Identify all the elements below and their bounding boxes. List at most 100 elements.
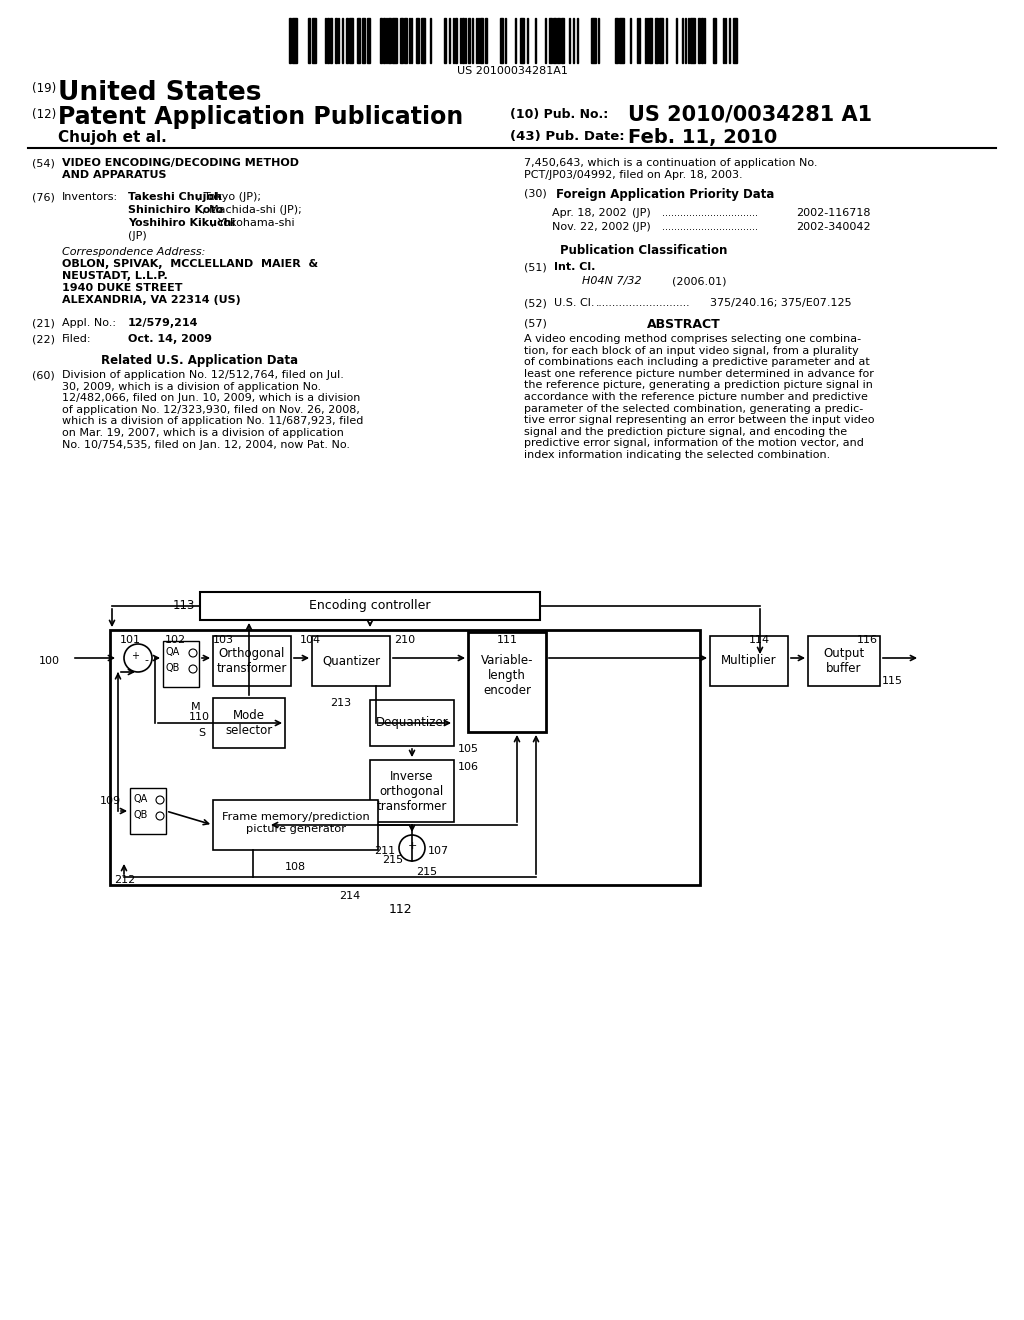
Bar <box>388 18 391 63</box>
Text: (43) Pub. Date:: (43) Pub. Date: <box>510 129 625 143</box>
Text: Nov. 22, 2002: Nov. 22, 2002 <box>552 222 630 232</box>
Text: S: S <box>198 729 205 738</box>
Text: 107: 107 <box>428 846 450 855</box>
Text: Publication Classification: Publication Classification <box>560 244 728 257</box>
Text: Division of application No. 12/512,764, filed on Jul.
30, 2009, which is a divis: Division of application No. 12/512,764, … <box>62 370 364 450</box>
Bar <box>312 18 316 63</box>
Text: (60): (60) <box>32 370 54 380</box>
Bar <box>468 18 470 63</box>
Bar <box>416 18 419 63</box>
Text: 101: 101 <box>120 635 141 645</box>
Bar <box>561 18 564 63</box>
Text: 104: 104 <box>300 635 322 645</box>
Bar <box>655 18 658 63</box>
Text: 103: 103 <box>213 635 234 645</box>
Bar <box>213 698 285 748</box>
Text: QB: QB <box>133 810 147 820</box>
Text: (76): (76) <box>32 191 55 202</box>
Text: ABSTRACT: ABSTRACT <box>647 318 721 331</box>
Text: H04N 7/32: H04N 7/32 <box>582 276 642 286</box>
Text: -: - <box>144 655 148 665</box>
Text: 12/579,214: 12/579,214 <box>128 318 199 327</box>
Bar <box>444 18 446 63</box>
Bar <box>327 18 329 63</box>
Text: +: + <box>408 841 417 851</box>
Text: Multiplier: Multiplier <box>721 653 777 667</box>
Text: QA: QA <box>133 795 147 804</box>
Bar <box>480 18 483 63</box>
Text: ............................: ............................ <box>596 298 690 308</box>
Text: (30): (30) <box>524 187 547 198</box>
Bar <box>698 18 700 63</box>
Text: Dequantizer: Dequantizer <box>376 715 449 729</box>
Text: 211: 211 <box>374 846 395 855</box>
Text: 102: 102 <box>165 635 186 645</box>
Bar <box>163 642 199 686</box>
Text: ................................: ................................ <box>662 209 758 218</box>
Bar <box>130 788 166 834</box>
Text: Related U.S. Application Data: Related U.S. Application Data <box>101 354 299 367</box>
Bar <box>200 591 540 620</box>
Bar <box>733 18 737 63</box>
Bar <box>367 18 370 63</box>
Text: 375/240.16; 375/E07.125: 375/240.16; 375/E07.125 <box>710 298 852 308</box>
Bar <box>701 18 703 63</box>
Text: Shinichiro Koto: Shinichiro Koto <box>128 205 223 215</box>
Bar <box>690 18 695 63</box>
Bar <box>557 18 560 63</box>
Text: M: M <box>191 702 201 711</box>
Text: 114: 114 <box>749 635 770 645</box>
Bar <box>380 18 382 63</box>
Bar <box>710 636 788 686</box>
Bar <box>520 18 524 63</box>
Text: U.S. Cl.: U.S. Cl. <box>554 298 595 308</box>
Bar <box>618 18 624 63</box>
Bar <box>421 18 425 63</box>
Text: 116: 116 <box>857 635 878 645</box>
Text: Yoshihiro Kikuchi: Yoshihiro Kikuchi <box>128 218 236 228</box>
Bar <box>462 18 464 63</box>
Text: 105: 105 <box>458 744 479 754</box>
Text: 100: 100 <box>39 656 60 667</box>
Text: (12): (12) <box>32 108 56 121</box>
Text: 110: 110 <box>189 711 210 722</box>
Text: 109: 109 <box>100 796 121 807</box>
Text: Filed:: Filed: <box>62 334 91 345</box>
Text: , Yokohama-shi: , Yokohama-shi <box>211 218 295 228</box>
Text: 2002-340042: 2002-340042 <box>796 222 870 232</box>
Bar <box>591 18 596 63</box>
Bar <box>455 18 457 63</box>
Bar <box>362 18 365 63</box>
Text: , Machida-shi (JP);: , Machida-shi (JP); <box>202 205 301 215</box>
Text: , Tokyo (JP);: , Tokyo (JP); <box>197 191 260 202</box>
Text: 215: 215 <box>382 855 403 865</box>
Text: 215: 215 <box>416 867 437 876</box>
Text: 213: 213 <box>330 698 351 708</box>
Bar <box>808 636 880 686</box>
Bar <box>289 18 291 63</box>
Text: (51): (51) <box>524 261 547 272</box>
Bar <box>330 18 332 63</box>
Text: Chujoh et al.: Chujoh et al. <box>58 129 167 145</box>
Text: (JP): (JP) <box>632 222 650 232</box>
Text: (2006.01): (2006.01) <box>672 276 726 286</box>
Text: 111: 111 <box>497 635 518 645</box>
Text: 210: 210 <box>394 635 415 645</box>
Bar <box>110 630 700 884</box>
Text: Feb. 11, 2010: Feb. 11, 2010 <box>628 128 777 147</box>
Text: Appl. No.:: Appl. No.: <box>62 318 116 327</box>
Text: QB: QB <box>166 663 180 673</box>
Bar <box>308 18 310 63</box>
Text: 7,450,643, which is a continuation of application No.
PCT/JP03/04992, filed on A: 7,450,643, which is a continuation of ap… <box>524 158 817 180</box>
Text: A video encoding method comprises selecting one combina-
tion, for each block of: A video encoding method comprises select… <box>524 334 874 459</box>
Bar <box>370 700 454 746</box>
Text: Quantizer: Quantizer <box>322 653 380 667</box>
Bar <box>500 18 503 63</box>
Bar <box>349 18 353 63</box>
Text: 108: 108 <box>285 862 306 873</box>
Text: 112: 112 <box>388 903 412 916</box>
Bar <box>659 18 663 63</box>
Text: Patent Application Publication: Patent Application Publication <box>58 106 463 129</box>
Text: (10) Pub. No.:: (10) Pub. No.: <box>510 108 608 121</box>
Text: 2002-116718: 2002-116718 <box>796 209 870 218</box>
